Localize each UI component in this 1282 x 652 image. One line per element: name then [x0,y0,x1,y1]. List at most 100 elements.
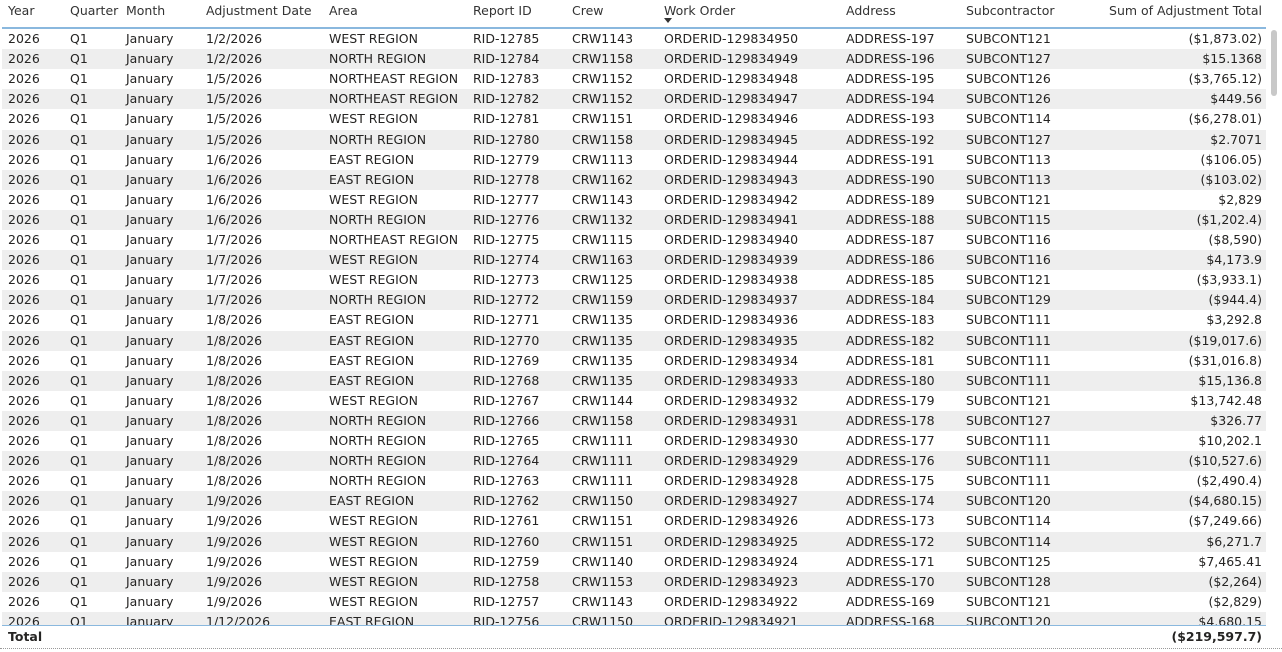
column-header-report-id[interactable]: Report ID [473,3,532,18]
cell-work-order: ORDERID-129834941 [664,211,799,227]
sort-descending-icon[interactable] [664,18,672,23]
table-row[interactable]: 2026 Q1 January 1/8/2026 WEST REGION RID-1276… [2,391,1266,411]
cell-year: 2026 [8,31,40,46]
cell-crew: CRW1158 [572,51,634,67]
table-row[interactable]: 2026 Q1 January 1/2/2026 NORTH REGION RID-127… [2,49,1266,70]
cell-adjustment-date: 1/6/2026 [206,211,263,227]
column-header-crew[interactable]: Crew [572,3,604,18]
cell-adjustment-date: 1/8/2026 [206,332,263,348]
column-header-subcontractor[interactable]: Subcontractor [966,3,1055,18]
cell-area: NORTH REGION [329,412,427,428]
cell-report-id: RID-12760 [473,533,540,549]
cell-subcontractor: SUBCONT116 [966,252,1051,268]
table-row[interactable]: 2026 Q1 January 1/9/2026 WEST REGION RID-1275… [2,571,1266,592]
table-row[interactable]: 2026 Q1 January 1/8/2026 EAST REGION RID-1277… [2,310,1266,330]
table-row[interactable]: 2026 Q1 January 1/5/2026 WEST REGION RID-1278… [2,109,1266,129]
cell-crew: CRW1150 [572,493,634,509]
table-row[interactable]: 2026 Q1 January 1/8/2026 NORTH REGION RID-127… [2,431,1266,451]
table-row[interactable]: 2026 Q1 January 1/6/2026 EAST REGION RID-1277… [2,169,1266,190]
cell-month: January [126,473,174,489]
column-header-month[interactable]: Month [126,3,166,18]
column-header-address[interactable]: Address [846,3,896,18]
cell-sum-adjustment-total: ($7,249.66) [1188,513,1262,529]
cell-address: ADDRESS-192 [846,131,935,147]
cell-address: ADDRESS-193 [846,111,935,127]
vertical-scrollbar[interactable] [1270,29,1278,625]
cell-month: January [126,292,174,308]
cell-subcontractor: SUBCONT121 [966,31,1051,46]
cell-area: EAST REGION [329,171,415,187]
table-row[interactable]: 2026 Q1 January 1/5/2026 NORTHEAST REGION RID… [2,89,1266,110]
cell-adjustment-date: 1/6/2026 [206,191,263,207]
table-row[interactable]: 2026 Q1 January 1/7/2026 WEST REGION RID-1277… [2,270,1266,290]
table-row[interactable]: 2026 Q1 January 1/5/2026 NORTHEAST REGION RID… [2,69,1266,89]
column-header-year[interactable]: Year [8,3,35,18]
cell-crew: CRW1140 [572,553,634,569]
table-row[interactable]: 2026 Q1 January 1/9/2026 WEST REGION RID-1276… [2,511,1266,531]
table-row[interactable]: 2026 Q1 January 1/6/2026 EAST REGION RID-1277… [2,150,1266,170]
scrollbar-thumb[interactable] [1271,30,1277,96]
cell-quarter: Q1 [70,191,88,207]
table-row[interactable]: 2026 Q1 January 1/2/2026 WEST REGION RID-1278… [2,29,1266,49]
table-row[interactable]: 2026 Q1 January 1/12/2026 EAST REGION RID-127… [2,611,1266,625]
table-row[interactable]: 2026 Q1 January 1/9/2026 WEST REGION RID-1275… [2,552,1266,572]
table-row[interactable]: 2026 Q1 January 1/8/2026 NORTH REGION RID-127… [2,471,1266,491]
table-row[interactable]: 2026 Q1 January 1/9/2026 WEST REGION RID-1275… [2,592,1266,612]
cell-month: January [126,111,174,127]
cell-report-id: RID-12775 [473,232,540,247]
cell-area: NORTH REGION [329,433,427,448]
cell-area: WEST REGION [329,191,418,207]
table-row[interactable]: 2026 Q1 January 1/8/2026 EAST REGION RID-1277… [2,330,1266,351]
cell-sum-adjustment-total: ($6,278.01) [1188,111,1262,127]
cell-address: ADDRESS-177 [846,433,935,448]
cell-year: 2026 [8,51,40,67]
cell-address: ADDRESS-169 [846,593,935,609]
cell-year: 2026 [8,191,40,207]
table-row[interactable]: 2026 Q1 January 1/8/2026 EAST REGION RID-1276… [2,370,1266,391]
cell-address: ADDRESS-168 [846,613,935,625]
cell-report-id: RID-12771 [473,312,540,328]
cell-sum-adjustment-total: $13,742.48 [1190,392,1262,408]
cell-year: 2026 [8,111,40,127]
cell-sum-adjustment-total: ($2,829) [1208,593,1263,609]
cell-sum-adjustment-total: $7,465.41 [1198,553,1262,569]
cell-quarter: Q1 [70,111,88,127]
table-row[interactable]: 2026 Q1 January 1/6/2026 WEST REGION RID-1277… [2,190,1266,210]
cell-year: 2026 [8,513,40,529]
table-row[interactable]: 2026 Q1 January 1/8/2026 NORTH REGION RID-127… [2,451,1266,472]
table-row[interactable]: 2026 Q1 January 1/7/2026 WEST REGION RID-1277… [2,250,1266,271]
cell-address: ADDRESS-171 [846,553,935,569]
cell-address: ADDRESS-180 [846,372,935,388]
table-row[interactable]: 2026 Q1 January 1/7/2026 NORTHEAST REGION RID… [2,230,1266,250]
cell-work-order: ORDERID-129834924 [664,553,799,569]
cell-month: January [126,232,174,247]
table-row[interactable]: 2026 Q1 January 1/9/2026 WEST REGION RID-1276… [2,531,1266,552]
table-row[interactable]: 2026 Q1 January 1/9/2026 EAST REGION RID-1276… [2,491,1266,512]
column-header-sum-adjustment-total[interactable]: Sum of Adjustment Total [1109,3,1262,18]
cell-crew: CRW1151 [572,513,634,529]
table-row[interactable]: 2026 Q1 January 1/5/2026 NORTH REGION RID-127… [2,129,1266,150]
cell-report-id: RID-12764 [473,453,540,469]
cell-quarter: Q1 [70,51,88,67]
cell-month: January [126,372,174,388]
table-row[interactable]: 2026 Q1 January 1/6/2026 NORTH REGION RID-127… [2,209,1266,230]
cell-month: January [126,131,174,147]
column-header-adjustment-date[interactable]: Adjustment Date [206,3,312,18]
column-header-area[interactable]: Area [329,3,358,18]
cell-adjustment-date: 1/7/2026 [206,292,263,308]
cell-adjustment-date: 1/7/2026 [206,252,263,268]
table-row[interactable]: 2026 Q1 January 1/8/2026 NORTH REGION RID-127… [2,410,1266,431]
column-header-quarter[interactable]: Quarter [70,3,119,18]
column-header-work-order[interactable]: Work Order [664,3,736,18]
cell-year: 2026 [8,473,40,489]
cell-quarter: Q1 [70,332,88,348]
cell-year: 2026 [8,151,40,167]
cell-month: January [126,91,174,107]
table-row[interactable]: 2026 Q1 January 1/8/2026 EAST REGION RID-1276… [2,351,1266,371]
cell-work-order: ORDERID-129834939 [664,252,799,268]
cell-crew: CRW1135 [572,352,634,368]
table-row[interactable]: 2026 Q1 January 1/7/2026 NORTH REGION RID-127… [2,290,1266,311]
cell-subcontractor: SUBCONT125 [966,553,1051,569]
cell-address: ADDRESS-191 [846,151,935,167]
cell-quarter: Q1 [70,372,88,388]
